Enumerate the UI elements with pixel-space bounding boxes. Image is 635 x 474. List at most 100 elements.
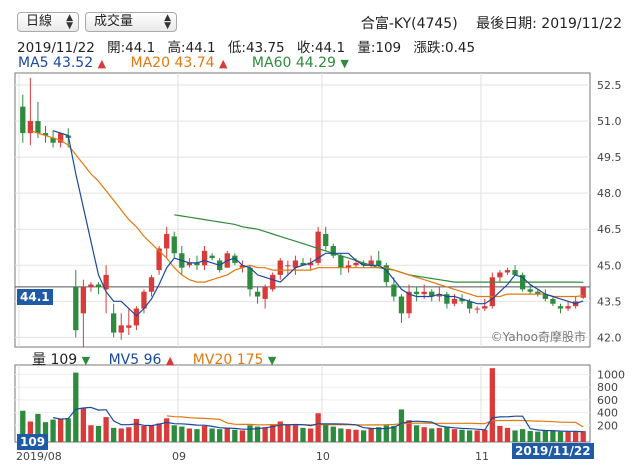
select-arrows-icon: ▲ ▼ bbox=[66, 13, 73, 31]
candle-body bbox=[459, 298, 465, 302]
volume-bar bbox=[35, 413, 41, 442]
ma20-value: 43.74 bbox=[174, 55, 215, 71]
volume-tick-label: 200 bbox=[597, 419, 618, 432]
candle-body bbox=[323, 234, 329, 247]
candle-body bbox=[307, 262, 314, 266]
candle-body bbox=[330, 246, 336, 256]
candle-body bbox=[148, 277, 155, 292]
candle-body bbox=[262, 286, 268, 299]
candle-body bbox=[133, 308, 140, 326]
volume-bar bbox=[224, 427, 230, 442]
ma5-line bbox=[52, 130, 584, 317]
period-select[interactable]: 日線 ▲ ▼ bbox=[17, 12, 79, 32]
volume-bar bbox=[88, 425, 94, 442]
volume-tag: 109 bbox=[17, 434, 49, 450]
candle-body bbox=[156, 248, 162, 271]
last-date: 最後日期: 2019/11/22 bbox=[476, 16, 622, 32]
volume-bar bbox=[201, 425, 208, 442]
volume-bar bbox=[565, 431, 571, 442]
candle-body bbox=[42, 133, 49, 136]
candle-body bbox=[353, 262, 359, 266]
volume-bar bbox=[557, 431, 564, 442]
candle-body bbox=[247, 267, 253, 290]
volume-bar bbox=[542, 430, 548, 442]
candle-body bbox=[254, 291, 261, 297]
mv5-legend: MV5 96 ▲ bbox=[109, 352, 179, 368]
volume-bar bbox=[239, 430, 246, 442]
candle-body bbox=[429, 291, 435, 297]
candle-body bbox=[413, 291, 420, 295]
candle-body bbox=[292, 260, 299, 268]
volume-bar bbox=[300, 427, 306, 442]
candle-body bbox=[345, 265, 352, 268]
volume-bar bbox=[194, 429, 200, 442]
candle-body bbox=[489, 277, 495, 307]
candle-body bbox=[201, 250, 208, 266]
candle-body bbox=[512, 270, 518, 275]
mv20-value: 175 bbox=[236, 352, 264, 368]
candle-body bbox=[497, 272, 503, 278]
volume-bar bbox=[270, 424, 276, 442]
candle-body bbox=[338, 255, 344, 268]
mv20-legend: MV20 175 ▼ bbox=[193, 352, 277, 368]
candle-body bbox=[300, 262, 306, 266]
ma-legend: MA5 43.52 ▲ MA20 43.74 ▲ MA60 44.29 ▼ bbox=[18, 55, 369, 71]
candle-body bbox=[550, 298, 556, 304]
volume-bar bbox=[421, 427, 427, 442]
volume-bar bbox=[50, 419, 56, 442]
ma5-trend-icon: ▲ bbox=[97, 57, 107, 70]
volume-bar bbox=[550, 431, 556, 442]
quote-date: 2019/11/22 bbox=[17, 40, 95, 56]
price-tick-label: 48.0 bbox=[597, 187, 622, 200]
volume-bar bbox=[164, 418, 170, 442]
ma20-label: MA20 bbox=[130, 55, 170, 71]
volume-bar bbox=[444, 426, 450, 442]
candle-body bbox=[118, 325, 124, 333]
candle-body bbox=[171, 236, 177, 254]
volume-bar bbox=[535, 431, 541, 442]
volume-tick-label: 800 bbox=[597, 381, 618, 394]
volume-bar bbox=[65, 418, 71, 442]
vol-legend: 量 109 ▼ bbox=[32, 352, 95, 368]
candle-body bbox=[111, 313, 117, 333]
volume-bar bbox=[20, 410, 26, 442]
volume-bar bbox=[126, 427, 132, 442]
volume-bar bbox=[118, 428, 124, 442]
candle-body bbox=[164, 234, 170, 249]
volume-bar bbox=[133, 418, 140, 442]
candle-body bbox=[315, 231, 321, 263]
volume-bar bbox=[580, 431, 586, 442]
quote-high: 高:44.1 bbox=[167, 40, 216, 56]
volume-bar bbox=[376, 427, 382, 442]
volume-bar bbox=[186, 428, 193, 442]
ma5-value: 43.52 bbox=[53, 55, 94, 71]
candle-body bbox=[58, 133, 64, 143]
candle-body bbox=[35, 121, 41, 134]
price-tick-label: 52.5 bbox=[597, 79, 622, 92]
volume-bar bbox=[247, 425, 253, 442]
candle-body bbox=[209, 255, 215, 259]
candle-body bbox=[383, 265, 389, 283]
candle-body bbox=[542, 294, 548, 299]
x-tick-label: 09 bbox=[172, 450, 186, 463]
ma20-legend: MA20 43.74 ▲ bbox=[131, 55, 232, 71]
volume-bar bbox=[80, 408, 87, 442]
candle-body bbox=[535, 291, 541, 295]
stock-name: 合富-KY(4745) bbox=[360, 16, 458, 32]
volume-bar bbox=[398, 409, 405, 442]
volume-bar bbox=[512, 430, 518, 442]
volume-bar bbox=[323, 424, 329, 442]
candle-body bbox=[20, 106, 26, 134]
price-tick-label: 43.5 bbox=[597, 295, 622, 308]
volume-bar bbox=[474, 430, 480, 442]
volume-bar bbox=[429, 428, 435, 442]
quote-open: 開:44.1 bbox=[107, 40, 156, 56]
volume-bar bbox=[73, 372, 79, 442]
price-panel-frame bbox=[14, 72, 591, 348]
volume-bar bbox=[497, 425, 503, 442]
volume-bar bbox=[406, 420, 412, 442]
price-tick-label: 42.0 bbox=[597, 331, 622, 344]
indicator-select[interactable]: 成交量 ▲ ▼ bbox=[85, 12, 177, 32]
volume-bar bbox=[27, 421, 34, 442]
